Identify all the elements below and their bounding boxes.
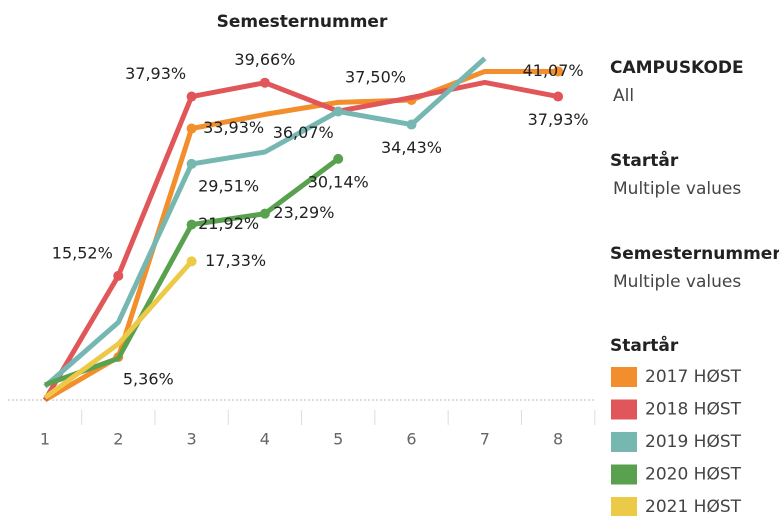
series-line bbox=[43, 56, 487, 389]
data-label: 17,33% bbox=[205, 251, 266, 270]
data-label: 15,52% bbox=[52, 243, 113, 262]
filter-value: Multiple values bbox=[613, 179, 741, 199]
filter-value: Multiple values bbox=[613, 272, 741, 292]
point bbox=[186, 123, 197, 134]
chart-title: Semesternummer bbox=[217, 12, 388, 32]
filter-title: CAMPUSKODE bbox=[610, 58, 744, 78]
data-label: 29,51% bbox=[198, 176, 259, 195]
legend-swatch bbox=[611, 399, 637, 420]
point bbox=[113, 270, 124, 281]
point bbox=[186, 91, 197, 102]
filter-title: Semesternummer bbox=[610, 244, 779, 264]
point bbox=[553, 66, 564, 77]
point bbox=[259, 77, 270, 88]
data-label: 41,07% bbox=[523, 61, 584, 80]
filter-title: Startår bbox=[610, 149, 679, 171]
data-label: 5,36% bbox=[123, 370, 174, 389]
data-label: 21,92% bbox=[198, 214, 259, 233]
legend-label: 2019 HØST bbox=[645, 432, 742, 452]
legend-label: 2020 HØST bbox=[645, 465, 742, 485]
series-line bbox=[42, 79, 559, 402]
data-label: 36,07% bbox=[273, 123, 334, 142]
series-line bbox=[43, 68, 559, 403]
series-line bbox=[43, 259, 194, 400]
x-tick-label: 7 bbox=[480, 430, 490, 449]
point bbox=[186, 219, 197, 230]
point bbox=[406, 119, 417, 130]
data-label: 37,93% bbox=[125, 64, 186, 83]
legend-swatch bbox=[611, 432, 637, 452]
data-label: 30,14% bbox=[308, 172, 369, 191]
x-tick-label: 3 bbox=[187, 430, 197, 449]
point bbox=[186, 256, 197, 267]
point bbox=[259, 208, 270, 219]
data-label: 39,66% bbox=[234, 50, 295, 69]
x-tick-label: 2 bbox=[113, 430, 123, 449]
x-tick-label: 8 bbox=[553, 430, 563, 449]
legend-swatch bbox=[611, 497, 637, 516]
data-label: 33,93% bbox=[203, 118, 264, 137]
legend-swatch bbox=[611, 367, 637, 387]
point bbox=[553, 91, 564, 102]
data-label: 37,50% bbox=[345, 68, 406, 87]
legend-label: 2021 HØST bbox=[645, 497, 742, 516]
legend-swatch bbox=[611, 464, 637, 485]
x-tick-label: 6 bbox=[406, 430, 416, 449]
data-label: 37,93% bbox=[528, 110, 589, 129]
legend-label: 2018 HØST bbox=[645, 400, 742, 420]
x-tick-label: 5 bbox=[333, 430, 343, 449]
filter-value: All bbox=[613, 86, 634, 106]
legend-label: 2017 HØST bbox=[645, 367, 742, 387]
x-tick-label: 1 bbox=[40, 430, 50, 449]
point bbox=[333, 153, 344, 164]
legend-title: Startår bbox=[610, 334, 679, 356]
data-label: 23,29% bbox=[273, 203, 334, 222]
point bbox=[186, 158, 197, 169]
point bbox=[333, 106, 344, 117]
data-label: 34,43% bbox=[381, 138, 442, 157]
x-tick-label: 4 bbox=[260, 430, 270, 449]
